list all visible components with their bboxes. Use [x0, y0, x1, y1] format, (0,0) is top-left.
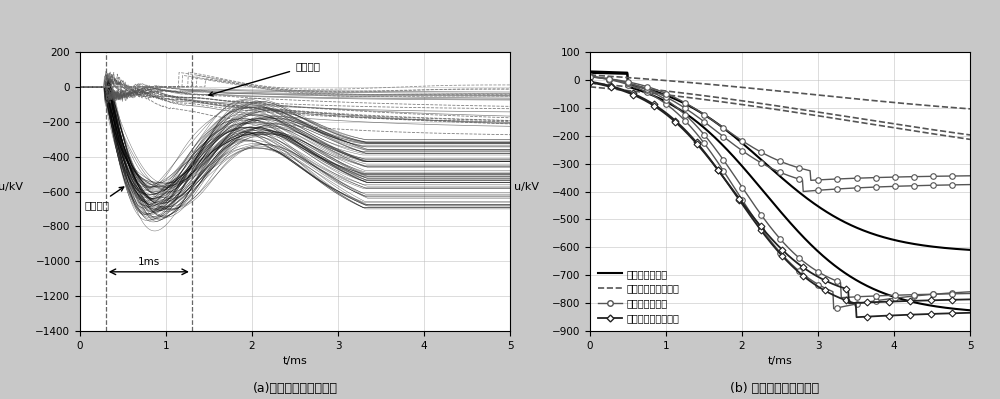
- Text: (b) 区外故障电压曲线簇: (b) 区外故障电压曲线簇: [730, 382, 820, 395]
- Text: (a)正极线路电压曲线簇: (a)正极线路电压曲线簇: [252, 382, 338, 395]
- Y-axis label: u/kV: u/kV: [514, 182, 539, 192]
- Text: 区外故障: 区外故障: [209, 61, 320, 96]
- Legend: 整流侧出口故障, 整流侧交流系统故障, 逆变侧出口故障, 逆变侧交流系统故障: 整流侧出口故障, 整流侧交流系统故障, 逆变侧出口故障, 逆变侧交流系统故障: [595, 266, 683, 326]
- X-axis label: t/ms: t/ms: [768, 356, 792, 366]
- Text: 线路故障: 线路故障: [84, 187, 124, 211]
- X-axis label: t/ms: t/ms: [283, 356, 307, 366]
- Y-axis label: u/kV: u/kV: [0, 182, 23, 192]
- Text: 1ms: 1ms: [138, 257, 160, 267]
